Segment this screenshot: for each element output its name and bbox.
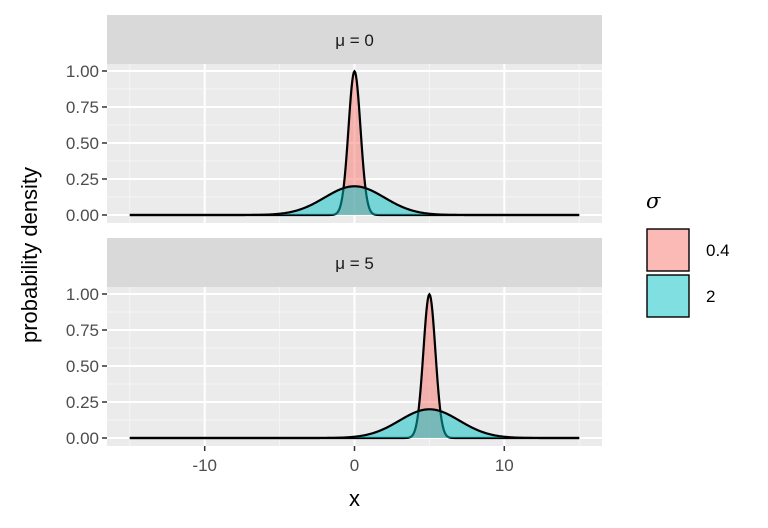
y-tick-label: 0.75 [66,321,99,340]
x-tick-label: -10 [192,456,217,475]
density-area-sigma-0-4 [129,71,580,215]
strip-label: μ = 5 [335,254,374,273]
legend-title: σ [646,189,661,213]
y-tick-label: 0.50 [66,134,99,153]
density-area-sigma-2 [129,409,580,438]
legend: σ 0.4 2 [646,189,730,318]
x-tick-label: 10 [495,456,514,475]
strip-background [107,238,602,287]
x-axis-title: x [349,486,360,511]
density-line-sigma-2 [129,408,580,440]
facet-panel-bottom: μ = 5 0.00 0.25 0.50 0.75 1.00 [66,238,602,448]
strip-background [107,15,602,64]
legend-key-sigma-0-4 [646,228,690,272]
legend-label: 0.4 [706,241,730,260]
density-curves [129,69,580,217]
density-curves [129,292,580,440]
facet-panel-top: μ = 0 0.00 0.25 0.50 0.75 1.00 [66,15,602,225]
y-axis: 0.00 0.25 0.50 0.75 1.00 [66,285,107,448]
strip-label: μ = 0 [335,31,374,50]
y-axis-title: probability density [17,167,42,343]
legend-label: 2 [706,287,715,306]
x-tick-label: 0 [350,456,359,475]
legend-key-sigma-2 [646,274,690,318]
y-axis: 0.00 0.25 0.50 0.75 1.00 [66,62,107,225]
density-area-sigma-2 [129,186,580,215]
y-tick-label: 0.75 [66,98,99,117]
y-tick-label: 0.25 [66,170,99,189]
y-tick-label: 0.00 [66,429,99,448]
y-tick-label: 0.25 [66,393,99,412]
y-tick-label: 1.00 [66,62,99,81]
y-tick-label: 0.00 [66,206,99,225]
y-tick-label: 0.50 [66,357,99,376]
density-line-sigma-2 [129,185,580,217]
y-tick-label: 1.00 [66,285,99,304]
x-axis: -10 0 10 [192,446,514,475]
